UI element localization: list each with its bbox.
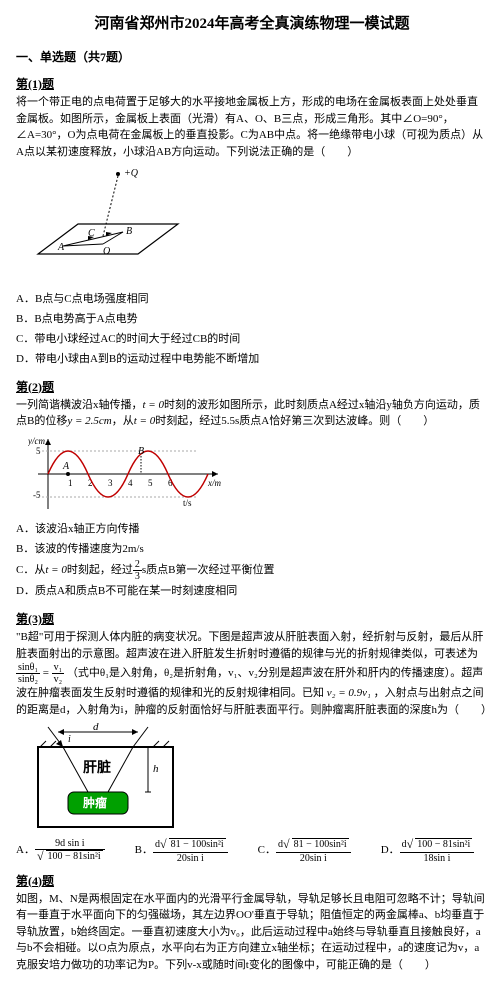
svg-text:i: i — [68, 734, 71, 745]
q3-number: 第(3)题 — [16, 610, 488, 629]
q2-optB: B．该波的传播速度为2m/s — [16, 540, 488, 560]
q1-figure: +Q A B O C — [28, 164, 488, 284]
q2-options: A．该波沿x轴正方向传播 B．该波的传播速度为2m/s C．从t = 0时刻起，… — [16, 520, 488, 602]
q1-stem: 将一个带正电的点电荷置于足够大的水平接地金属板上方，形成的电场在金属板表面上处处… — [16, 94, 488, 160]
svg-text:h: h — [153, 763, 159, 775]
q3-options: A．9d sin i√100 − 81sin²i B．d√81 − 100sin… — [16, 838, 488, 863]
q1-optB: B．B点电势高于A点电势 — [16, 310, 488, 330]
svg-text:4: 4 — [128, 478, 133, 488]
q3-optA: A．9d sin i√100 − 81sin²i — [16, 838, 105, 863]
svg-text:+Q: +Q — [124, 168, 139, 179]
svg-text:1: 1 — [68, 478, 73, 488]
svg-text:5: 5 — [148, 478, 153, 488]
svg-text:d: d — [93, 722, 99, 733]
q1-options: A．B点与C点电场强度相同 B．B点电势高于A点电势 C．带电小球经过AC的时间… — [16, 290, 488, 369]
svg-text:B: B — [138, 446, 144, 457]
q3-stem: "B超"可用于探测人体内脏的病变状况。下图是超声波从肝脏表面入射，经折射与反射，… — [16, 629, 488, 718]
q2-optC: C．从t = 0时刻起，经过23s质点B第一次经过平衡位置 — [16, 559, 488, 582]
q4-stem: 如图，M、N是两根固定在水平面内的光滑平行金属导轨，导轨足够长且电阻可忽略不计；… — [16, 891, 488, 974]
svg-text:肝脏: 肝脏 — [83, 759, 111, 776]
q1-number: 第(1)题 — [16, 75, 488, 94]
svg-text:y/cm: y/cm — [28, 436, 45, 446]
svg-text:x/m: x/m — [207, 478, 221, 488]
q2-optD: D．质点A和质点B不可能在某一时刻速度相同 — [16, 582, 488, 602]
svg-text:A: A — [62, 461, 70, 472]
svg-text:肿瘤: 肿瘤 — [83, 795, 107, 810]
q2-stem: 一列简谐横波沿x轴传播，t = 0时刻的波形如图所示，此时刻质点A经过x轴沿y轴… — [16, 397, 488, 430]
q1-optA: A．B点与C点电场强度相同 — [16, 290, 488, 310]
svg-text:B: B — [126, 226, 132, 237]
q2-number: 第(2)题 — [16, 378, 488, 397]
svg-text:A: A — [57, 242, 65, 253]
section-title: 一、单选题（共7题） — [16, 48, 488, 67]
q1-optC: C．带电小球经过AC的时间大于经过CB的时间 — [16, 330, 488, 350]
svg-text:O: O — [103, 246, 110, 257]
q3-optB: B．d√81 − 100sin²i20sin i — [135, 838, 228, 863]
q3-optD: D．d√100 − 81sin²i18sin i — [381, 838, 475, 863]
q2-figure: x/m y/cm 1 2 3 4 5 6 5 -5 A B t/s — [28, 434, 488, 514]
q3-figure: d i 肿瘤 肝脏 h — [28, 722, 488, 832]
q2-optA: A．该波沿x轴正方向传播 — [16, 520, 488, 540]
svg-text:3: 3 — [108, 478, 113, 488]
svg-text:t/s: t/s — [183, 498, 192, 508]
exam-title: 河南省郑州市2024年高考全真演练物理一模试题 — [16, 12, 488, 36]
q3-optC: C．d√81 − 100sin²i20sin i — [258, 838, 351, 863]
svg-text:-5: -5 — [33, 490, 41, 500]
q4-number: 第(4)题 — [16, 872, 488, 891]
q1-optD: D．带电小球由A到B的运动过程中电势能不断增加 — [16, 350, 488, 370]
